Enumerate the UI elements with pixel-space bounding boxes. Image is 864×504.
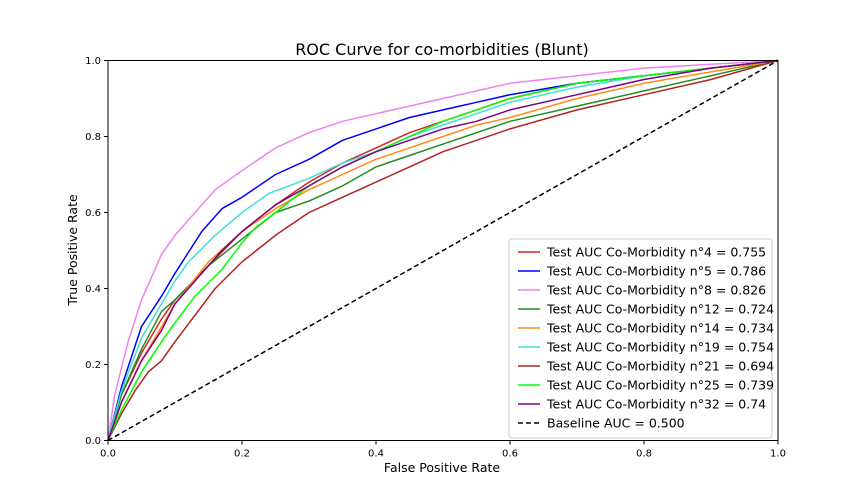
x-tick-label: 0.0	[100, 449, 116, 460]
chart-title: ROC Curve for co-morbidities (Blunt)	[295, 40, 589, 59]
series-line-5	[107, 59, 779, 441]
plot-lines	[107, 59, 779, 442]
y-axis-label: True Positive Rate	[65, 194, 80, 307]
legend-entry: Test AUC Co-Morbidity n°32 = 0.74	[546, 397, 766, 412]
series-line-10	[107, 59, 779, 442]
legend-entry: Test AUC Co-Morbidity n°4 = 0.755	[546, 245, 766, 260]
x-tick-label: 0.4	[368, 449, 384, 460]
legend: Test AUC Co-Morbidity n°4 = 0.755 Test AU…	[508, 238, 774, 439]
y-tick-label: 0.6	[85, 208, 101, 219]
legend-entry: Test AUC Co-Morbidity n°19 = 0.754	[546, 340, 774, 355]
y-tick-label: 0.0	[85, 436, 101, 447]
x-axis-label: False Positive Rate	[384, 460, 500, 475]
legend-entry: Test AUC Co-Morbidity n°12 = 0.724	[546, 302, 774, 317]
y-tick-label: 0.8	[85, 132, 101, 143]
series-line-3	[107, 59, 779, 441]
x-tick-label: 0.6	[502, 449, 518, 460]
legend-entry: Test AUC Co-Morbidity n°5 = 0.786	[546, 264, 766, 279]
legend-entry: Baseline AUC = 0.500	[547, 416, 685, 431]
series-line-9	[107, 59, 779, 441]
legend-entry: Test AUC Co-Morbidity n°14 = 0.734	[546, 321, 774, 336]
x-tick-label: 1.0	[770, 449, 786, 460]
legend-entry: Test AUC Co-Morbidity n°25 = 0.739	[546, 378, 774, 393]
x-tick-label: 0.2	[234, 449, 250, 460]
x-tick-label: 0.8	[636, 449, 652, 460]
legend-entry: Test AUC Co-Morbidity n°21 = 0.694	[546, 359, 774, 374]
legend-box	[508, 238, 773, 439]
y-tick-label: 1.0	[85, 56, 101, 67]
axis-ticks: 0.0 0.2 0.4 0.6 0.8 1.0 0.0 0.2 0.4 0.6 0.8 1.0	[85, 56, 786, 460]
series-line-6	[107, 59, 779, 441]
y-tick-label: 0.4	[85, 284, 101, 295]
series-line-4	[107, 59, 779, 441]
plot-frame	[107, 60, 779, 441]
legend-entry: Test AUC Co-Morbidity n°8 = 0.826	[546, 283, 766, 298]
y-tick-label: 0.2	[85, 360, 101, 371]
series-line-7	[107, 59, 779, 441]
